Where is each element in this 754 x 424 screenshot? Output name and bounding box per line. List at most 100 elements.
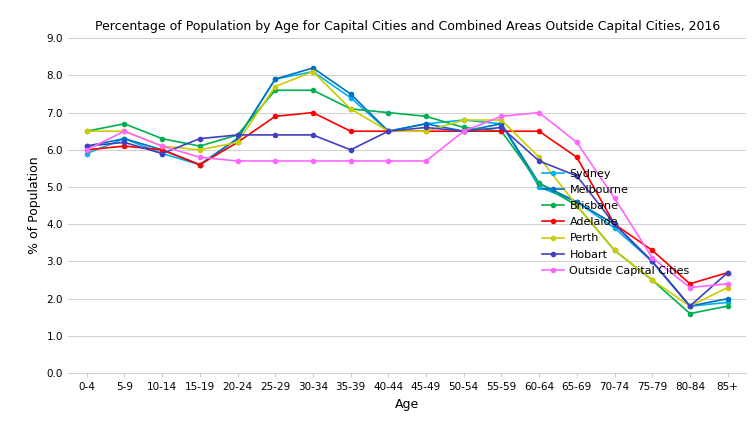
Adelaide	[158, 147, 167, 152]
Sydney	[648, 259, 657, 264]
Outside Capital Cities	[384, 159, 393, 164]
Brisbane	[308, 88, 317, 93]
Hobart	[346, 147, 355, 152]
Brisbane	[723, 304, 732, 309]
Brisbane	[497, 128, 506, 134]
Melbourne	[723, 296, 732, 301]
Sydney	[497, 121, 506, 126]
Outside Capital Cities	[572, 140, 581, 145]
Line: Brisbane: Brisbane	[84, 88, 730, 315]
Brisbane	[233, 132, 242, 137]
Outside Capital Cities	[421, 159, 431, 164]
Outside Capital Cities	[610, 195, 619, 201]
Line: Outside Capital Cities: Outside Capital Cities	[84, 111, 730, 290]
Perth	[384, 128, 393, 134]
Melbourne	[271, 77, 280, 82]
Outside Capital Cities	[233, 159, 242, 164]
Line: Perth: Perth	[84, 70, 730, 308]
Adelaide	[685, 281, 694, 286]
Adelaide	[195, 162, 204, 167]
Perth	[535, 155, 544, 160]
Brisbane	[648, 278, 657, 283]
Melbourne	[384, 128, 393, 134]
Melbourne	[82, 144, 91, 149]
Melbourne	[233, 136, 242, 141]
Sydney	[308, 69, 317, 74]
Sydney	[421, 121, 431, 126]
Perth	[308, 69, 317, 74]
Melbourne	[535, 181, 544, 186]
Hobart	[195, 136, 204, 141]
Adelaide	[271, 114, 280, 119]
Adelaide	[459, 128, 468, 134]
Brisbane	[459, 125, 468, 130]
Brisbane	[271, 88, 280, 93]
Sydney	[572, 199, 581, 204]
Sydney	[685, 304, 694, 309]
Hobart	[723, 270, 732, 275]
Outside Capital Cities	[685, 285, 694, 290]
Adelaide	[120, 144, 129, 149]
Hobart	[384, 128, 393, 134]
Hobart	[308, 132, 317, 137]
Line: Adelaide: Adelaide	[84, 111, 730, 286]
Melbourne	[195, 162, 204, 167]
Outside Capital Cities	[497, 114, 506, 119]
Melbourne	[497, 121, 506, 126]
Adelaide	[648, 248, 657, 253]
Hobart	[459, 128, 468, 134]
Outside Capital Cities	[195, 155, 204, 160]
Perth	[648, 278, 657, 283]
Outside Capital Cities	[158, 144, 167, 149]
Melbourne	[459, 128, 468, 134]
Adelaide	[308, 110, 317, 115]
Sydney	[233, 136, 242, 141]
Hobart	[572, 173, 581, 179]
Brisbane	[685, 311, 694, 316]
Adelaide	[572, 155, 581, 160]
Adelaide	[421, 128, 431, 134]
Sydney	[195, 162, 204, 167]
Sydney	[459, 117, 468, 123]
Brisbane	[421, 114, 431, 119]
Hobart	[421, 125, 431, 130]
Perth	[497, 117, 506, 123]
Outside Capital Cities	[82, 147, 91, 152]
Melbourne	[648, 259, 657, 264]
Title: Percentage of Population by Age for Capital Cities and Combined Areas Outside Ca: Percentage of Population by Age for Capi…	[94, 20, 720, 33]
Brisbane	[384, 110, 393, 115]
Perth	[572, 203, 581, 208]
Melbourne	[572, 199, 581, 204]
Y-axis label: % of Population: % of Population	[28, 157, 41, 254]
Brisbane	[82, 128, 91, 134]
Outside Capital Cities	[308, 159, 317, 164]
Hobart	[685, 304, 694, 309]
X-axis label: Age: Age	[395, 398, 419, 411]
Line: Melbourne: Melbourne	[84, 66, 730, 308]
Hobart	[497, 125, 506, 130]
Outside Capital Cities	[535, 110, 544, 115]
Brisbane	[610, 248, 619, 253]
Outside Capital Cities	[346, 159, 355, 164]
Melbourne	[308, 65, 317, 70]
Brisbane	[120, 121, 129, 126]
Adelaide	[723, 270, 732, 275]
Melbourne	[120, 136, 129, 141]
Perth	[346, 106, 355, 112]
Melbourne	[346, 92, 355, 97]
Hobart	[233, 132, 242, 137]
Brisbane	[346, 106, 355, 112]
Sydney	[158, 151, 167, 156]
Sydney	[384, 128, 393, 134]
Perth	[158, 144, 167, 149]
Melbourne	[421, 121, 431, 126]
Adelaide	[535, 128, 544, 134]
Perth	[120, 128, 129, 134]
Hobart	[648, 259, 657, 264]
Hobart	[535, 159, 544, 164]
Adelaide	[384, 128, 393, 134]
Brisbane	[535, 181, 544, 186]
Line: Hobart: Hobart	[84, 126, 730, 308]
Perth	[723, 285, 732, 290]
Hobart	[120, 140, 129, 145]
